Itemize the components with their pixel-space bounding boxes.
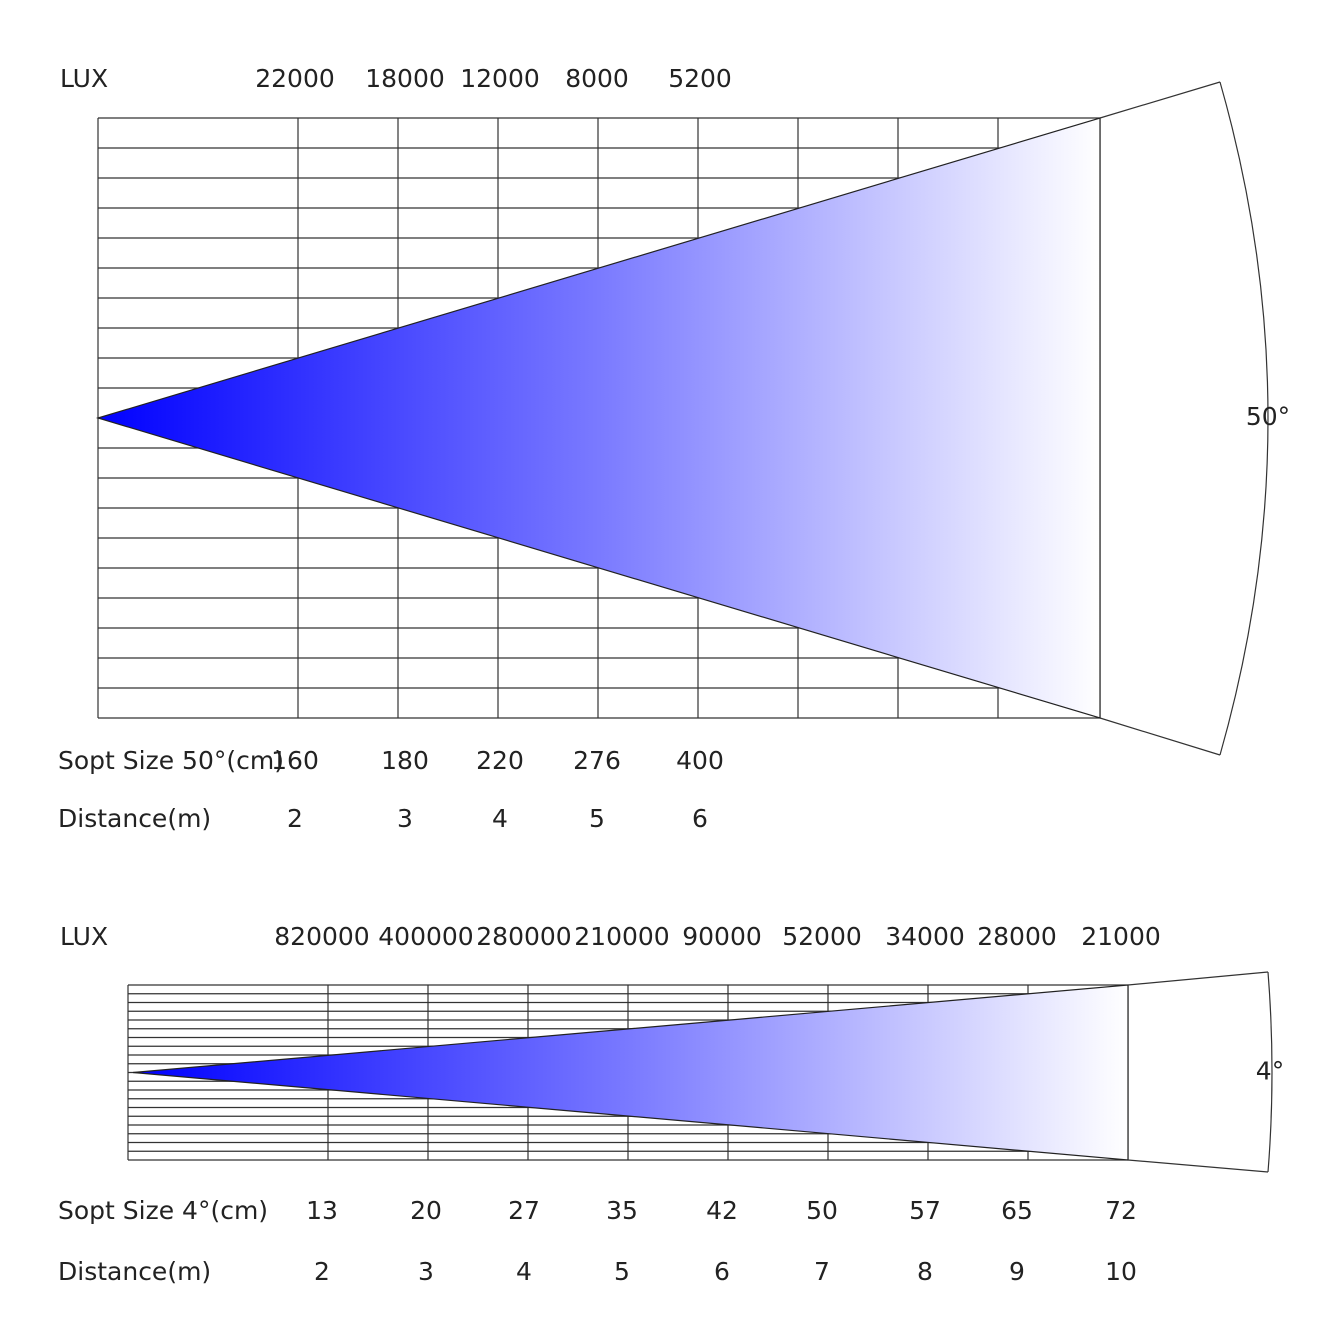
lux-value: 21000 [1081,922,1161,951]
distance-value: 4 [492,804,508,833]
lux-label: LUX [60,922,108,951]
distance-value: 10 [1105,1257,1137,1286]
beam-edge [1127,1159,1269,1173]
spot-value: 400 [676,746,724,775]
spot-value: 220 [476,746,524,775]
lux-value: 18000 [365,64,445,93]
distance-value: 4 [516,1257,532,1286]
angle-arc [1219,81,1269,756]
lux-value: 52000 [782,922,862,951]
distance-value: 2 [287,804,303,833]
lux-value: 34000 [885,922,965,951]
distance-label: Distance(m) [58,804,211,833]
distance-value: 2 [314,1257,330,1286]
spot-value: 180 [381,746,429,775]
lux-value: 90000 [682,922,762,951]
spot-value: 50 [806,1196,838,1225]
distance-value: 7 [814,1257,830,1286]
spot-value: 20 [410,1196,442,1225]
lux-value: 28000 [977,922,1057,951]
lux-value: 22000 [255,64,335,93]
beam-diagram: 4° LUX Sopt Size 4°(cm) Distance(m) 820000 40… [58,922,1284,1286]
distance-value: 5 [589,804,605,833]
spot-value: 276 [573,746,621,775]
angle-arc [1267,971,1273,1173]
distance-value: 9 [1009,1257,1025,1286]
beam-diagram: 50° LUX Sopt Size 50°(cm) Distance(m) 22000 1… [58,64,1290,833]
beam-edge [1099,717,1221,756]
beam-edge [1127,971,1269,986]
lux-value: 820000 [274,922,369,951]
angle-label: 4° [1256,1057,1284,1086]
angle-label: 50° [1246,402,1290,431]
distance-value: 6 [692,804,708,833]
spot-value: 160 [271,746,319,775]
spot-value: 27 [508,1196,540,1225]
spot-value: 42 [706,1196,738,1225]
beam-cone [132,984,1129,1161]
lux-value: 280000 [476,922,571,951]
lux-value: 12000 [460,64,540,93]
lux-label: LUX [60,64,108,93]
distance-value: 3 [418,1257,434,1286]
beam-cone [95,117,1101,719]
lux-value: 5200 [668,64,732,93]
spot-value: 13 [306,1196,338,1225]
spot-value: 35 [606,1196,638,1225]
distance-value: 3 [397,804,413,833]
spot-label: Sopt Size 50°(cm) [58,746,284,775]
distance-value: 6 [714,1257,730,1286]
beam-edge [1099,81,1221,119]
spot-label: Sopt Size 4°(cm) [58,1196,268,1225]
lux-value: 400000 [378,922,473,951]
lux-value: 210000 [574,922,669,951]
spot-value: 72 [1105,1196,1137,1225]
distance-label: Distance(m) [58,1257,211,1286]
distance-value: 8 [917,1257,933,1286]
spot-value: 57 [909,1196,941,1225]
distance-value: 5 [614,1257,630,1286]
spot-value: 65 [1001,1196,1033,1225]
lux-value: 8000 [565,64,629,93]
